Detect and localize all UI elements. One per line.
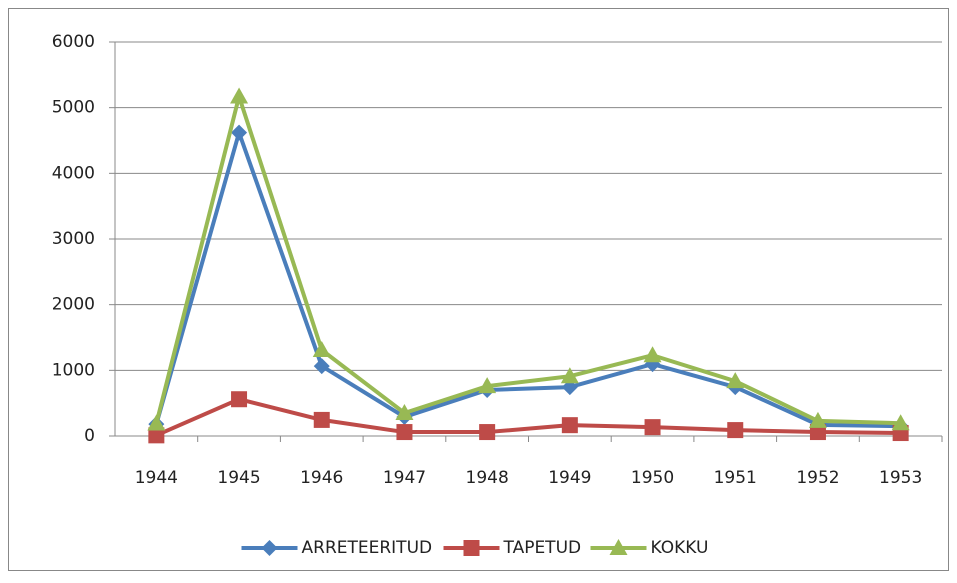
marker [891,414,910,431]
marker [231,124,248,141]
marker [560,367,579,384]
marker [230,87,249,104]
marker [395,404,414,421]
y-tick-label: 0 [84,426,95,446]
x-tick-label: 1951 [714,468,757,488]
series-line [155,397,901,438]
marker [396,424,413,441]
marker [727,422,744,439]
y-tick-label: 2000 [52,295,95,315]
legend-marker [261,540,278,556]
legend-marker [609,539,628,555]
x-tick-label: 1946 [300,468,343,488]
y-tick-label: 1000 [52,360,95,380]
chart-border [8,8,949,571]
marker [478,377,497,394]
x-tick-label: 1949 [548,468,591,488]
x-tick-label: 1948 [466,468,509,488]
marker [644,419,661,436]
x-tick-label: 1947 [383,468,426,488]
x-tick-label: 1945 [217,468,260,488]
marker [147,414,166,431]
y-tick-label: 5000 [52,98,95,118]
series-line [154,94,901,426]
x-tick-label: 1950 [631,468,674,488]
x-tick-label: 1953 [879,468,922,488]
legend-marker [463,540,480,556]
marker [231,391,248,408]
marker [313,358,330,375]
x-tick-label: 1944 [135,468,178,488]
marker [148,427,165,444]
y-tick-label: 6000 [52,32,95,52]
legend-label: TAPETUD [503,538,582,558]
x-tick-label: 1952 [796,468,839,488]
marker [726,372,745,389]
marker [479,424,496,441]
y-tick-label: 3000 [52,229,95,249]
marker [809,424,826,441]
marker [312,340,331,357]
legend-label: ARRETEERITUD [302,538,433,558]
marker [561,417,578,434]
marker [313,411,330,428]
marker [808,411,827,428]
legend-label: KOKKU [651,538,709,558]
y-tick-label: 4000 [52,163,95,183]
marker [643,346,662,363]
series-line [154,130,901,429]
